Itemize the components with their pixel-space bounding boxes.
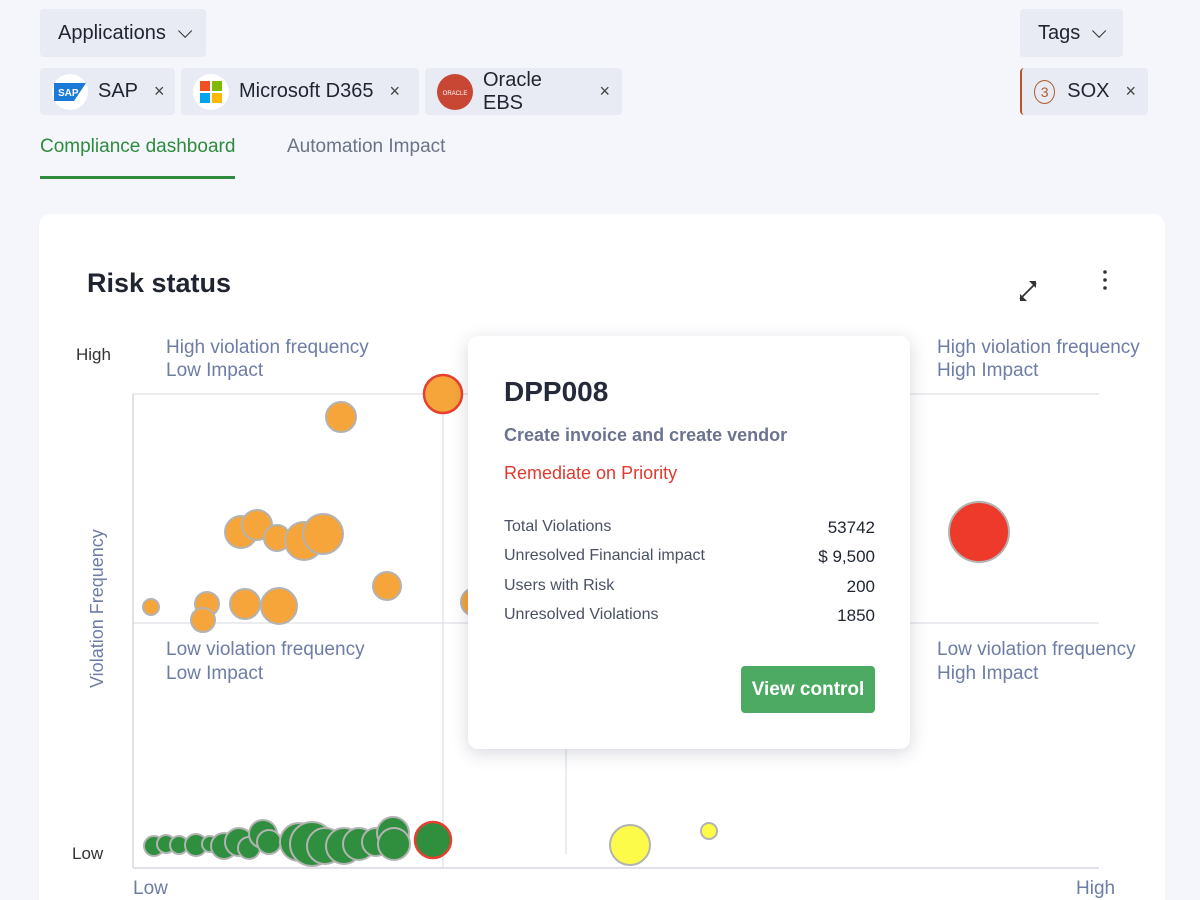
quadrant-label: Low violation frequency High Impact — [937, 639, 1136, 684]
chip-microsoft-d365: Microsoft D365 × — [181, 68, 419, 115]
view-control-button[interactable]: View control — [741, 666, 875, 713]
chip-tag-sox: 3 SOX × — [1020, 68, 1148, 115]
risk-bubble[interactable] — [256, 829, 282, 855]
microsoft-logo-icon — [193, 73, 229, 110]
risk-bubble[interactable] — [325, 401, 357, 433]
card-title: Risk status — [87, 268, 232, 298]
tags-filter-button[interactable]: Tags — [1020, 9, 1123, 57]
sap-logo-text: SAP — [58, 88, 79, 99]
risk-bubble[interactable] — [260, 587, 298, 625]
risk-bubble[interactable] — [190, 607, 216, 633]
tooltip-row: Unresolved Financial impact $ 9,500 — [504, 547, 875, 566]
close-icon[interactable]: × — [599, 81, 610, 101]
chip-sap: SAP SAP × — [40, 68, 175, 115]
chip-label: Oracle EBS — [483, 68, 542, 114]
chip-label: SAP — [98, 80, 139, 102]
y-axis-label: Violation Frequency — [87, 529, 107, 688]
risk-scatter-chart: Violation Frequency High Low High violat… — [72, 270, 1140, 869]
risk-bubble[interactable] — [377, 827, 411, 861]
control-id: DPP008 — [504, 376, 609, 407]
expand-icon[interactable] — [1019, 281, 1037, 301]
risk-bubble[interactable] — [302, 513, 344, 555]
close-icon[interactable]: × — [389, 81, 401, 101]
chip-label: Microsoft D365 — [239, 80, 374, 102]
tooltip-row: Total Violations 53742 — [504, 518, 875, 537]
oracle-logo-icon: ORACLE — [437, 73, 473, 110]
chip-oracle-ebs: ORACLE Oracle EBS × — [425, 68, 622, 115]
risk-bubble[interactable] — [142, 598, 160, 616]
risk-bubble[interactable] — [609, 824, 651, 866]
tag-count: 3 — [1040, 83, 1049, 100]
risk-bubble[interactable] — [422, 373, 464, 415]
quadrant-label: High violation frequency Low Impact — [166, 337, 369, 381]
chevron-down-icon — [177, 23, 193, 38]
chip-label: SOX — [1067, 80, 1110, 102]
close-icon[interactable]: × — [154, 81, 165, 101]
quadrant-label: Low violation frequency Low Impact — [166, 639, 365, 684]
applications-filter-label: Applications — [58, 21, 166, 44]
risk-bubble[interactable] — [413, 820, 453, 860]
chevron-down-icon — [1092, 23, 1107, 38]
bubbles-group — [142, 373, 1010, 867]
control-status: Remediate on Priority — [504, 463, 678, 483]
x-tick-high: High — [1076, 878, 1116, 899]
tooltip-row: Unresolved Violations 1850 — [504, 606, 875, 625]
tag-count-badge: 3 — [1034, 79, 1056, 104]
tab-compliance-dashboard[interactable]: Compliance dashboard — [40, 136, 236, 179]
x-tick-low: Low — [133, 878, 168, 899]
applications-filter-button[interactable]: Applications — [40, 9, 206, 57]
risk-bubble[interactable] — [700, 822, 718, 840]
control-tooltip: DPP008 Create invoice and create vendor … — [468, 336, 910, 749]
risk-bubble[interactable] — [372, 571, 402, 601]
y-tick-low: Low — [72, 844, 104, 863]
y-tick-high: High — [76, 345, 111, 364]
control-description: Create invoice and create vendor — [504, 425, 788, 445]
risk-bubble[interactable] — [948, 501, 1010, 563]
more-options-icon[interactable] — [1103, 270, 1107, 290]
close-icon[interactable]: × — [1125, 81, 1136, 101]
risk-status-card: Risk status Violation Frequency High Low… — [39, 214, 1165, 900]
tab-automation-impact[interactable]: Automation Impact — [287, 136, 446, 157]
tags-filter-label: Tags — [1038, 21, 1081, 44]
oracle-logo-text: ORACLE — [443, 91, 468, 97]
quadrant-label: High violation frequency High Impact — [937, 337, 1140, 381]
tooltip-row: Users with Risk 200 — [504, 577, 875, 596]
risk-bubble[interactable] — [229, 588, 261, 620]
sap-logo-icon: SAP — [52, 73, 88, 110]
